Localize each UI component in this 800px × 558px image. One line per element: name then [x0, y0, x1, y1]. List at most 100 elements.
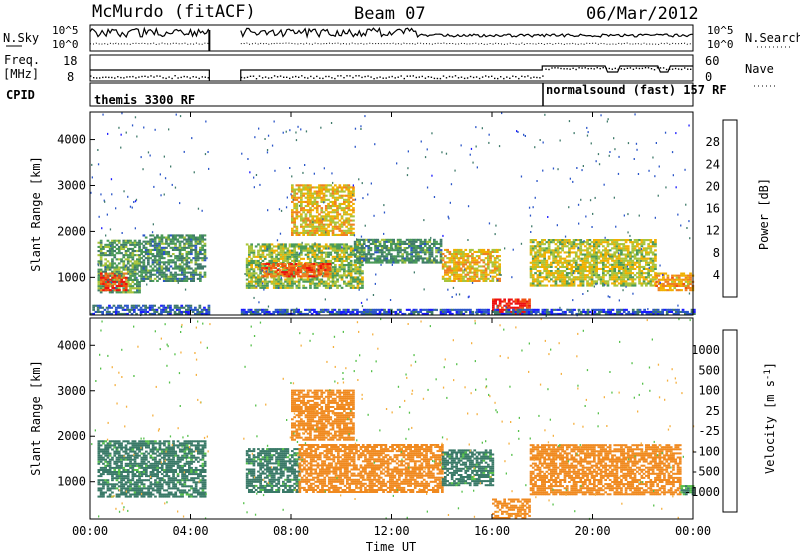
heatmap-cell — [534, 278, 537, 280]
heatmap-cell — [510, 307, 513, 309]
heatmap-cell — [190, 274, 193, 276]
heatmap-cell — [485, 278, 488, 280]
heatmap-cell — [201, 247, 204, 249]
heatmap-cell — [654, 256, 657, 258]
heatmap-cell — [496, 265, 499, 267]
heatmap-cell — [564, 251, 567, 253]
heatmap-cell — [685, 289, 688, 291]
heatmap-cell — [307, 248, 310, 250]
heatmap-cell — [395, 243, 398, 245]
heatmap-cell — [361, 245, 364, 247]
heatmap-cell — [609, 270, 612, 272]
nave-point — [636, 67, 637, 68]
heatmap-cell — [431, 311, 434, 313]
heatmap-cell — [255, 260, 258, 262]
heatmap-cell — [300, 201, 303, 203]
heatmap-cell — [413, 241, 416, 243]
heatmap-cell — [469, 311, 472, 313]
heatmap-cell — [291, 184, 294, 186]
heatmap-cell — [282, 283, 285, 285]
heatmap-cell — [671, 289, 674, 291]
heatmap-cell — [304, 263, 307, 265]
heatmap-cell — [307, 250, 310, 252]
heatmap-cell — [336, 272, 339, 274]
heatmap-cell — [650, 258, 653, 260]
heatmap-cell — [332, 256, 335, 258]
heatmap-cell — [372, 243, 375, 245]
heatmap-cell — [370, 262, 373, 264]
heatmap-cell — [300, 258, 303, 260]
heatmap-cell — [336, 193, 339, 195]
heatmap-cell — [350, 224, 353, 226]
heatmap-cell — [406, 247, 409, 249]
heatmap-cell — [339, 285, 342, 287]
heatmap-cell — [296, 228, 299, 230]
heatmap-cell — [528, 299, 531, 301]
heatmap-cell — [487, 311, 490, 313]
heatmap-cell — [471, 257, 474, 259]
heatmap-cell — [483, 265, 486, 267]
heatmap-cell — [154, 241, 157, 243]
heatmap-cell — [318, 248, 321, 250]
heatmap-cell — [611, 278, 614, 280]
heatmap-cell — [361, 270, 364, 272]
heatmap-cell — [449, 311, 452, 313]
heatmap-cell — [622, 264, 625, 266]
heatmap-cell — [557, 262, 560, 264]
heatmap-cell — [332, 193, 335, 195]
heatmap-cell — [125, 289, 128, 291]
heatmap-cell — [313, 267, 316, 269]
heatmap-cell — [625, 258, 628, 260]
heatmap-cell — [406, 239, 409, 241]
heatmap-cell — [634, 239, 637, 241]
heatmap-cell — [131, 305, 134, 307]
heatmap-cell — [291, 283, 294, 285]
heatmap-cell — [279, 311, 282, 313]
heatmap-cell — [171, 309, 174, 311]
heatmap-cell — [318, 226, 321, 228]
heatmap-cell — [478, 255, 481, 257]
heatmap-cell — [645, 282, 648, 284]
heatmap-cell — [246, 266, 249, 268]
heatmap-cell — [519, 307, 522, 309]
heatmap-cell — [289, 279, 292, 281]
heatmap-cell — [616, 285, 619, 287]
heatmap-cell — [652, 309, 655, 311]
heatmap-cell — [134, 277, 137, 279]
heatmap-cell — [634, 274, 637, 276]
heatmap-cell — [575, 254, 578, 256]
heatmap-cell — [557, 274, 560, 276]
heatmap-cell — [433, 257, 436, 259]
heatmap-cell — [192, 280, 195, 282]
nave-point — [684, 67, 685, 68]
heatmap-cell — [188, 272, 191, 274]
heatmap-cell — [307, 205, 310, 207]
heatmap-cell — [325, 252, 328, 254]
heatmap-cell — [352, 311, 355, 313]
heatmap-cell — [304, 275, 307, 277]
heatmap-cell — [354, 243, 357, 245]
heatmap-cell — [603, 311, 606, 313]
heatmap-cell — [546, 270, 549, 272]
heatmap-cell — [354, 281, 357, 283]
heatmap-cell — [471, 261, 474, 263]
heatmap-cell — [336, 281, 339, 283]
heatmap-cell — [114, 275, 117, 277]
heatmap-cell — [293, 220, 296, 222]
heatmap-cell — [428, 309, 431, 311]
heatmap-cell — [480, 309, 483, 311]
heatmap-cell — [636, 241, 639, 243]
heatmap-cell — [643, 276, 646, 278]
heatmap-cell — [444, 255, 447, 257]
heatmap-cell — [314, 215, 317, 217]
heatmap-cell — [589, 251, 592, 253]
heatmap-cell — [266, 309, 269, 311]
heatmap-cell — [172, 241, 175, 243]
heatmap-cell — [329, 184, 332, 186]
heatmap-cell — [634, 282, 637, 284]
heatmap-cell — [107, 289, 110, 291]
heatmap-cell — [602, 266, 605, 268]
heatmap-cell — [320, 309, 323, 311]
heatmap-cell — [552, 285, 555, 287]
heatmap-cell — [501, 301, 504, 303]
